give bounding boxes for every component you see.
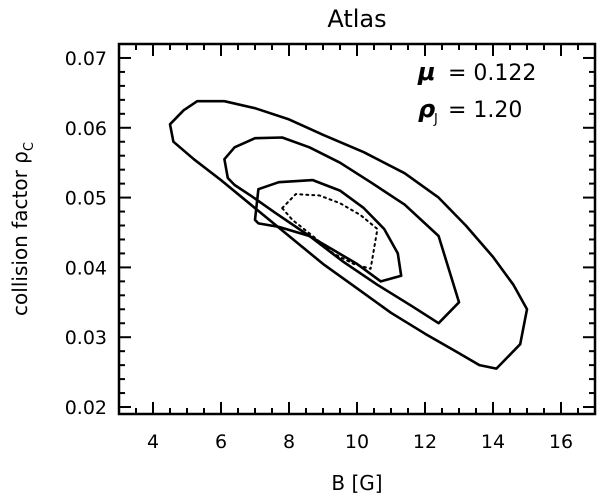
- y-tick-label: 0.06: [65, 118, 107, 140]
- contour-line-4: [281, 193, 379, 270]
- x-tick-label: 14: [481, 431, 505, 453]
- x-tick-label: 8: [283, 431, 295, 453]
- plot-frame: [117, 42, 597, 416]
- y-axis-label: collision factor ρC: [8, 142, 37, 316]
- y-tick-label: 0.05: [65, 188, 107, 210]
- x-tick-label: 10: [345, 431, 369, 453]
- y-axis-label-group: collision factor ρC: [8, 142, 37, 316]
- y-axis-label-text: collision factor ρ: [8, 151, 32, 316]
- contour-line-3: [253, 178, 403, 283]
- x-axis-label: B [G]: [331, 471, 382, 495]
- annotation-mu-value: = 0.122: [448, 61, 536, 86]
- annotation-rho-symbol: ρ: [418, 95, 435, 123]
- annotation-mu: μ = 0.122: [417, 58, 536, 86]
- contour-series-group: [168, 99, 529, 370]
- y-tick-label: 0.07: [65, 48, 107, 70]
- x-tick-label: 4: [147, 431, 159, 453]
- chart-title: Atlas: [327, 5, 386, 33]
- x-tick-label: 12: [413, 431, 437, 453]
- annotation-rho-j: ρ J = 1.20: [418, 95, 522, 127]
- contour-line-1: [168, 99, 529, 370]
- annotation-rho-value: = 1.20: [448, 98, 522, 123]
- contour-line-2: [223, 136, 461, 325]
- x-tick-label: 6: [215, 431, 227, 453]
- y-tick-label: 0.03: [65, 327, 107, 349]
- y-tick-label: 0.04: [65, 257, 107, 279]
- y-axis-label-subscript: C: [22, 142, 37, 151]
- annotation-mu-symbol: μ: [417, 58, 436, 86]
- annotation-rho-subscript: J: [433, 112, 438, 127]
- x-tick-label: 16: [549, 431, 573, 453]
- y-tick-label: 0.02: [65, 397, 107, 419]
